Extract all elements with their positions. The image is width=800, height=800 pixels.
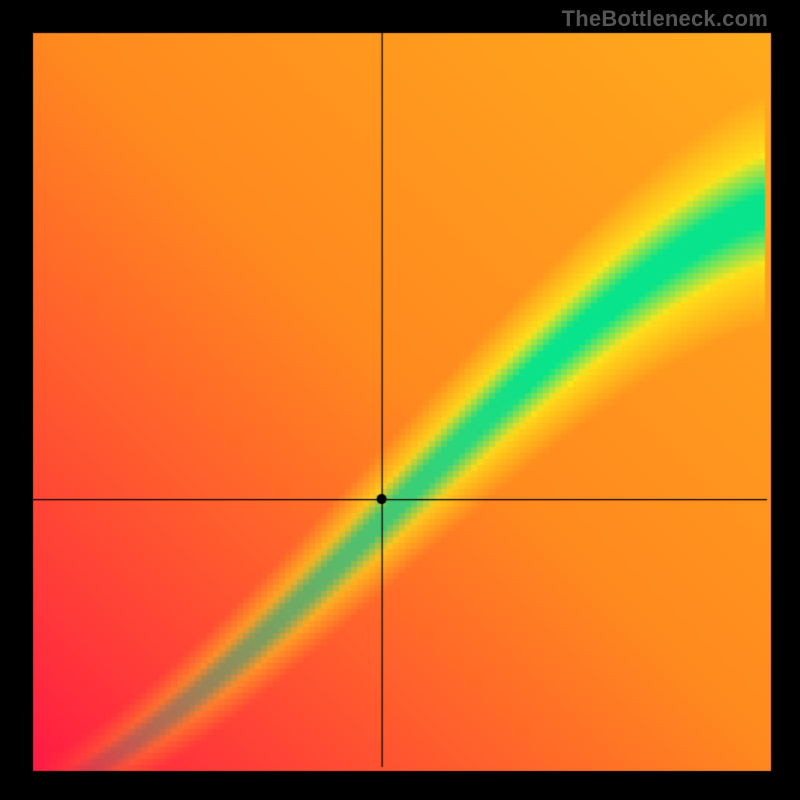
bottleneck-heatmap xyxy=(0,0,800,800)
watermark-text: TheBottleneck.com xyxy=(562,6,768,32)
chart-container: TheBottleneck.com xyxy=(0,0,800,800)
